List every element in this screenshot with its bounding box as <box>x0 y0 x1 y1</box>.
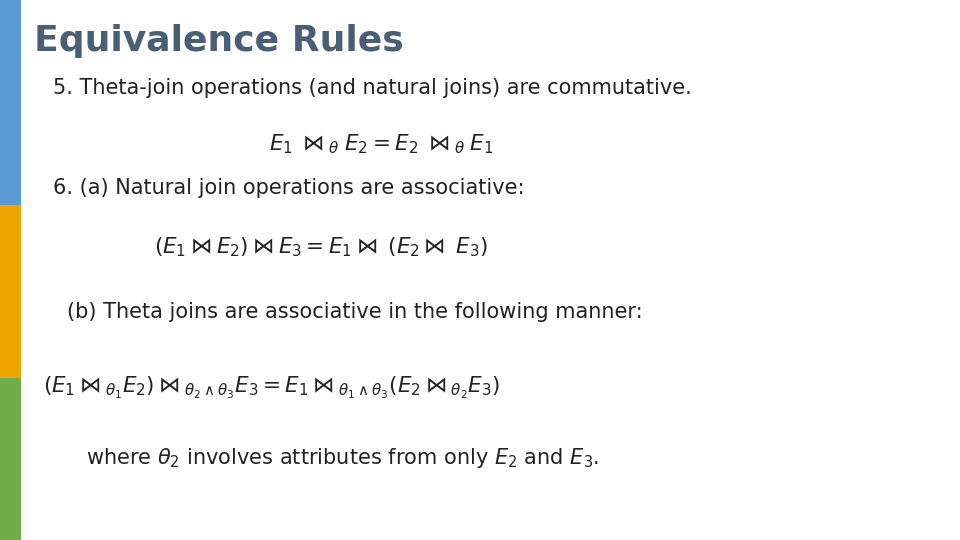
Bar <box>0 0 21 205</box>
Text: $(E_1 \bowtie E_2) \bowtie E_3 = E_1 \bowtie\; (E_2 \bowtie\; E_3)$: $(E_1 \bowtie E_2) \bowtie E_3 = E_1 \bo… <box>154 235 488 259</box>
Bar <box>0 205 21 378</box>
Bar <box>0 378 21 540</box>
Text: (b) Theta joins are associative in the following manner:: (b) Theta joins are associative in the f… <box>67 302 643 322</box>
Text: where $\theta_2$ involves attributes from only $E_2$ and $E_3$.: where $\theta_2$ involves attributes fro… <box>86 446 600 469</box>
Text: 5. Theta-join operations (and natural joins) are commutative.: 5. Theta-join operations (and natural jo… <box>53 78 691 98</box>
Text: 6. (a) Natural join operations are associative:: 6. (a) Natural join operations are assoc… <box>53 178 524 198</box>
Text: Equivalence Rules: Equivalence Rules <box>34 24 403 58</box>
Text: $E_1 \;\bowtie_\theta\; E_2 = E_2 \;\bowtie_\theta\; E_1$: $E_1 \;\bowtie_\theta\; E_2 = E_2 \;\bow… <box>269 132 493 156</box>
Text: $(E_1 \bowtie_{\theta_1} E_2)\bowtie_{\theta_2\wedge\theta_3} E_3 = E_1\bowtie_{: $(E_1 \bowtie_{\theta_1} E_2)\bowtie_{\t… <box>43 375 500 401</box>
